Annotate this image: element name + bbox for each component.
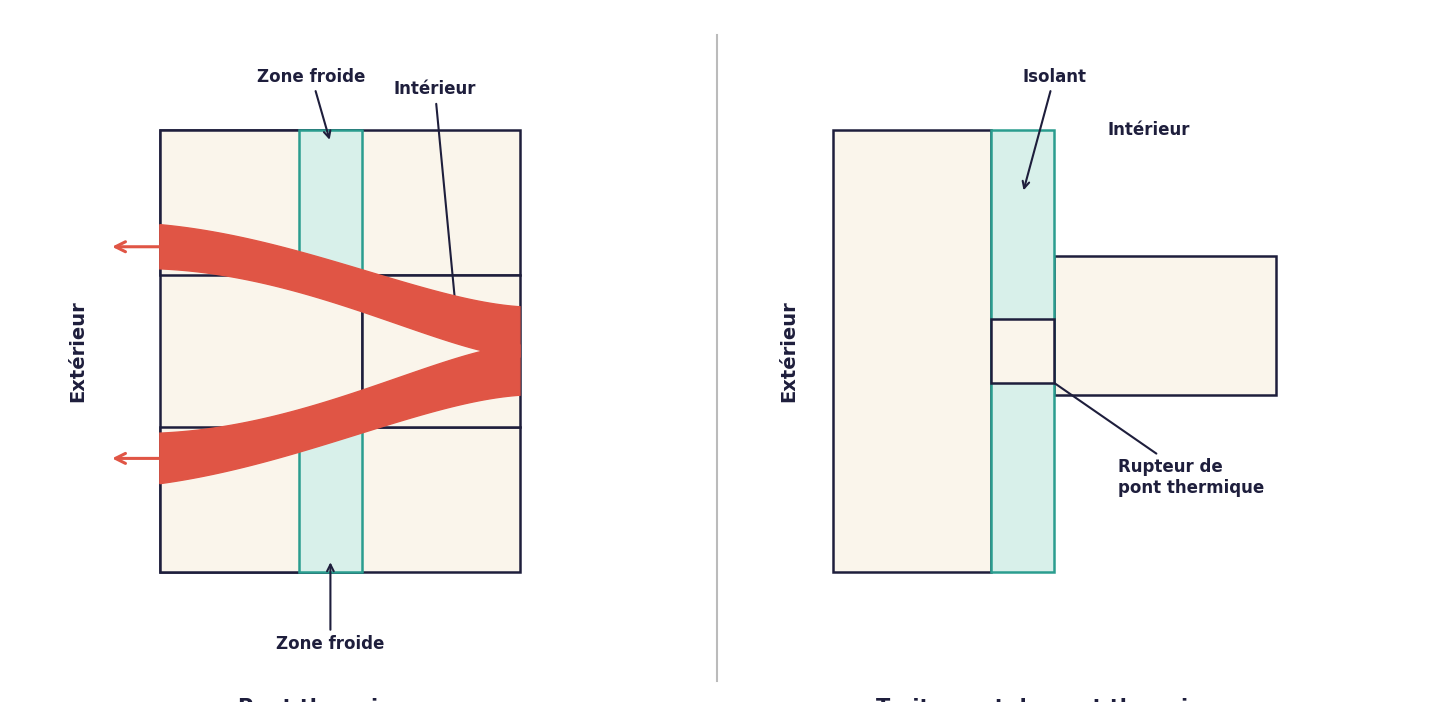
Bar	[992, 319, 1054, 383]
Bar	[362, 275, 520, 427]
Text: Extérieur: Extérieur	[68, 300, 87, 402]
Bar	[298, 130, 362, 275]
Bar	[833, 130, 992, 572]
Text: Traitement de pont thermique: Traitement de pont thermique	[876, 698, 1232, 702]
Bar	[159, 130, 362, 572]
Text: Rupteur de
pont thermique: Rupteur de pont thermique	[1040, 373, 1264, 497]
Polygon shape	[159, 345, 520, 484]
Bar	[159, 130, 520, 275]
Text: Intérieur: Intérieur	[394, 80, 476, 314]
Text: Intérieur: Intérieur	[1108, 121, 1190, 139]
Bar	[1054, 256, 1276, 395]
Text: Pont thermique: Pont thermique	[239, 698, 423, 702]
Bar	[992, 130, 1054, 572]
Text: Zone froide: Zone froide	[258, 67, 366, 138]
Bar	[159, 427, 520, 572]
Text: Zone froide: Zone froide	[277, 564, 385, 654]
Text: Extérieur: Extérieur	[779, 300, 798, 402]
Text: Isolant: Isolant	[1022, 67, 1086, 188]
Bar	[298, 427, 362, 572]
Polygon shape	[159, 225, 520, 357]
